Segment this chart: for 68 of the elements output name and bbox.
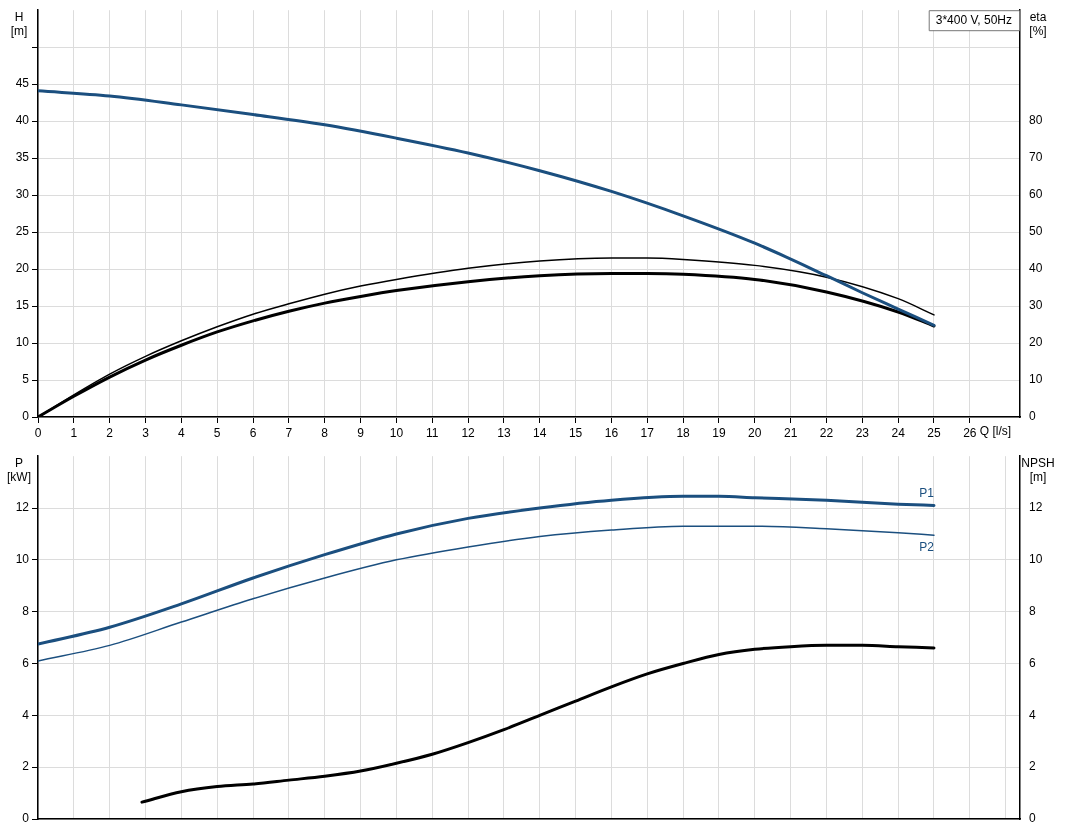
y-tick-label: 20 xyxy=(15,261,30,276)
y-tick-label: 25 xyxy=(15,224,30,239)
x-tick-label: 10 xyxy=(389,425,404,440)
x-tick-label: 9 xyxy=(357,425,365,440)
y-tick-label: 0 xyxy=(22,409,30,424)
x-tick-label: 26 xyxy=(963,425,977,440)
x-tick-label: 21 xyxy=(783,425,798,440)
y-tick-label: 30 xyxy=(15,187,30,202)
y-tick-label: 0 xyxy=(22,811,30,826)
x-tick-label: 7 xyxy=(285,425,293,440)
x-tick-label: 24 xyxy=(891,425,906,440)
y2-tick-label: 40 xyxy=(1029,261,1043,276)
x-tick-label: 6 xyxy=(249,425,257,440)
x-tick-label: 12 xyxy=(461,425,476,440)
y2-tick-label: 80 xyxy=(1029,113,1043,128)
y2-tick-label: 8 xyxy=(1029,604,1036,618)
y2-tick-label: 6 xyxy=(1029,655,1036,670)
y2-tick-label: 4 xyxy=(1029,707,1036,722)
y2-tick-label: 0 xyxy=(1029,409,1036,424)
y-tick-label: 8 xyxy=(22,604,30,618)
x-tick-label: 3 xyxy=(142,425,150,440)
y2-tick-label: 12 xyxy=(1029,500,1043,515)
x-tick-label: 20 xyxy=(748,425,762,440)
x-tick-label: 5 xyxy=(213,425,221,440)
x-tick-label: 14 xyxy=(533,425,547,440)
x-tick-label: 11 xyxy=(426,425,439,440)
chart-title: 3*400 V, 50Hz xyxy=(935,12,1013,27)
y-axis-title: H [m] xyxy=(10,9,28,38)
x-tick-label: 19 xyxy=(712,425,726,440)
y-tick-label: 6 xyxy=(22,655,30,670)
y2-tick-label: 30 xyxy=(1029,298,1043,313)
series-label: P2 xyxy=(919,539,935,554)
series-label: P1 xyxy=(919,485,935,500)
y-tick-label: 15 xyxy=(15,298,30,313)
y2-axis-title: NPSH [m] xyxy=(1021,455,1055,484)
y-tick-label: 45 xyxy=(15,76,30,91)
x-tick-label: 16 xyxy=(604,425,619,440)
y-tick-label: 12 xyxy=(15,500,30,515)
y2-tick-label: 20 xyxy=(1029,335,1043,350)
y2-tick-label: 0 xyxy=(1029,811,1036,826)
y-tick-label: 4 xyxy=(22,707,30,722)
x-tick-label: 22 xyxy=(819,425,834,440)
x-tick-label: 18 xyxy=(676,425,691,440)
y-axis-title: P [kW] xyxy=(7,455,31,484)
y2-tick-label: 50 xyxy=(1029,224,1043,239)
y-tick-label: 5 xyxy=(22,372,30,387)
y2-tick-label: 10 xyxy=(1029,372,1043,387)
x-axis-title: Q [l/s] xyxy=(979,424,1012,439)
x-tick-label: 15 xyxy=(568,425,583,440)
y2-tick-label: 70 xyxy=(1029,150,1043,165)
y-tick-label: 35 xyxy=(15,150,30,165)
y2-tick-label: 2 xyxy=(1029,759,1036,774)
x-tick-label: 2 xyxy=(106,425,114,440)
y2-tick-label: 10 xyxy=(1029,552,1043,567)
y2-axis-title: eta [%] xyxy=(1029,9,1047,38)
x-tick-label: 17 xyxy=(640,425,655,440)
x-tick-label: 23 xyxy=(855,425,870,440)
x-tick-label: 8 xyxy=(321,425,329,440)
y-tick-label: 10 xyxy=(15,335,30,350)
x-tick-label: 0 xyxy=(34,425,42,440)
y-tick-label: 40 xyxy=(15,113,30,128)
y-tick-label: 10 xyxy=(15,552,30,567)
y2-tick-label: 60 xyxy=(1029,187,1043,202)
x-tick-label: 13 xyxy=(497,425,511,440)
y-tick-label: 2 xyxy=(22,759,30,774)
x-tick-label: 1 xyxy=(70,425,78,440)
x-tick-label: 4 xyxy=(178,425,186,440)
x-tick-label: 25 xyxy=(927,425,941,440)
